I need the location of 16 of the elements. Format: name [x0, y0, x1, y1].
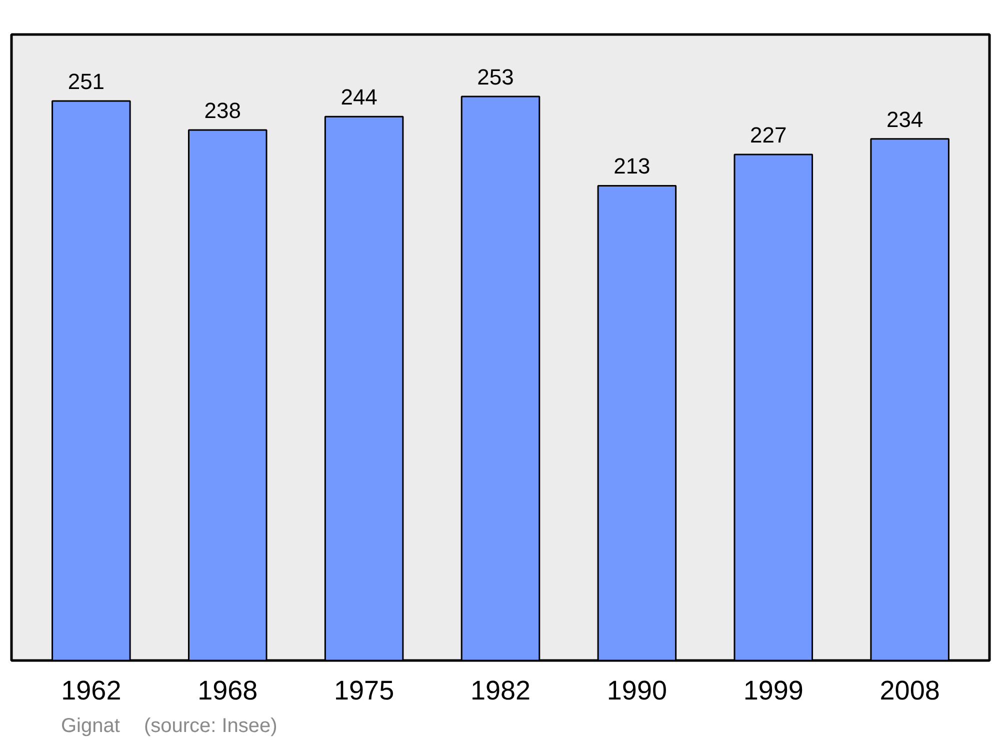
x-tick-label: 1990	[606, 676, 667, 706]
x-tick-label: 1999	[743, 676, 804, 706]
x-tick-label: 1975	[334, 676, 394, 706]
data-label: 244	[340, 84, 378, 110]
data-label: 227	[750, 122, 787, 148]
data-label: 251	[68, 68, 105, 94]
text: Gignat	[61, 715, 120, 737]
data-label: 213	[614, 154, 650, 179]
data-label: 238	[204, 98, 241, 123]
x-tick-label: 1982	[470, 676, 531, 706]
data-label: 234	[886, 106, 924, 132]
text: (source: Insee)	[144, 715, 278, 737]
x-tick-label: 1968	[198, 676, 258, 706]
x-tick-label: 2008	[880, 676, 940, 706]
data-label: 253	[477, 64, 514, 90]
x-tick-label: 1962	[61, 676, 122, 706]
